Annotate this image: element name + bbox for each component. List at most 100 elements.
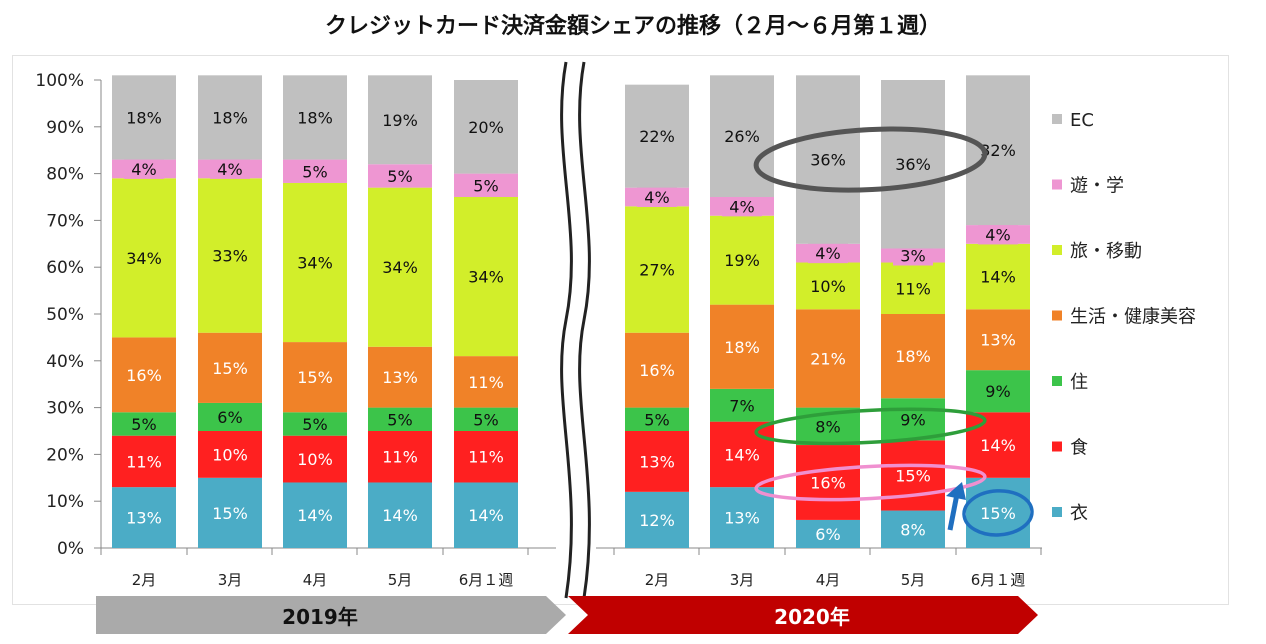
label-bg [210,158,250,179]
bar-segment [966,309,1030,371]
data-label: 3% [900,247,925,266]
data-label: 5% [473,176,498,195]
y-tick-label: 100% [35,71,84,91]
bar-segment [283,342,347,413]
y-tick-label: 50% [46,305,84,325]
annotation-ellipse [962,489,1034,537]
data-label: 13% [126,509,162,528]
annotation-ellipse [753,126,988,193]
x-tick-label: 5月 [901,571,926,589]
bar-segment [625,84,689,188]
data-label: 22% [639,127,675,146]
data-label: 11% [126,452,162,471]
bar-segment [881,314,945,399]
legend-swatch [1052,245,1062,255]
data-label: 10% [297,450,333,469]
data-label: 4% [131,160,156,179]
label-bg [637,187,677,207]
data-label: 13% [639,452,675,471]
data-label: 10% [212,445,248,464]
data-label: 8% [900,520,925,539]
data-label: 33% [212,247,248,266]
bar-segment [625,206,689,333]
data-label: 18% [212,108,248,127]
data-label: 18% [297,108,333,127]
data-label: 11% [382,448,418,467]
x-tick-label: 4月 [303,571,328,589]
data-label: 15% [297,368,333,387]
bar-segment [625,332,689,408]
bar-segment [881,80,945,249]
data-label: 18% [895,347,931,366]
bar-segment [454,356,518,408]
legend-label: 食 [1070,438,1088,459]
x-tick-label: 6月１週 [459,571,514,589]
bar-segment [625,431,689,492]
data-label: 34% [468,268,504,287]
data-label: 18% [724,338,760,357]
data-label: 5% [387,167,412,186]
x-tick-label: 5月 [388,571,413,589]
data-label: 6% [217,408,242,427]
bar-segment [198,332,262,403]
bar-segment [198,75,262,160]
bar-segment [112,178,176,338]
data-label: 16% [810,473,846,492]
data-label: 9% [985,382,1010,401]
legend-swatch [1052,507,1062,517]
bar-segment [198,178,262,333]
bar-segment [796,445,860,520]
y-tick-label: 80% [46,165,84,185]
y-tick-label: 40% [46,352,84,372]
bar-segment [796,519,860,548]
bar-segment [368,75,432,165]
x-tick-label: 6月１週 [971,571,1026,589]
data-label: 19% [724,251,760,270]
data-label: 4% [217,160,242,179]
bar-segment [368,431,432,483]
label-bg [722,196,762,217]
data-label: 34% [382,258,418,277]
bar-segment [283,75,347,160]
y-tick-label: 70% [46,211,84,231]
bar-segment [283,182,347,343]
bar-segment [881,398,945,441]
data-label: 8% [815,417,840,436]
bar-segment [112,337,176,413]
bar-segment [966,412,1030,478]
data-label: 5% [131,415,156,434]
data-label: 34% [297,254,333,273]
axis-break-line [560,61,573,599]
x-tick-label: 2月 [132,571,157,589]
bar-segment [796,309,860,408]
axis-break-gap [559,60,586,600]
y-tick-label: 90% [46,118,84,138]
y-tick-label: 60% [46,258,84,278]
legend-swatch [1052,310,1062,321]
bar-segment [796,262,860,310]
bar-segment [966,370,1030,413]
data-label: 15% [895,466,931,485]
label-bg [808,243,848,264]
bar-segment [710,215,774,305]
data-label: 32% [980,141,1016,160]
legend-label: 生活・健康美容 [1070,307,1196,328]
data-label: 26% [724,127,760,146]
bar-segment [710,304,774,389]
data-label: 9% [900,410,925,429]
x-tick-label: 4月 [816,571,841,589]
bar-segment [454,431,518,483]
data-label: 14% [724,445,760,464]
year-label-2020: 2020年 [774,605,850,629]
bar-segment [796,75,860,244]
bar-segment [283,482,347,548]
y-tick-label: 30% [46,399,84,419]
legend-label: 住 [1070,372,1088,393]
bar-segment [454,482,518,548]
legend-label: EC [1070,110,1094,131]
legend-label: 衣 [1070,503,1088,524]
legend-swatch [1052,179,1062,190]
bar-segment [966,75,1030,226]
data-label: 11% [468,448,504,467]
x-tick-label: 3月 [218,571,243,589]
